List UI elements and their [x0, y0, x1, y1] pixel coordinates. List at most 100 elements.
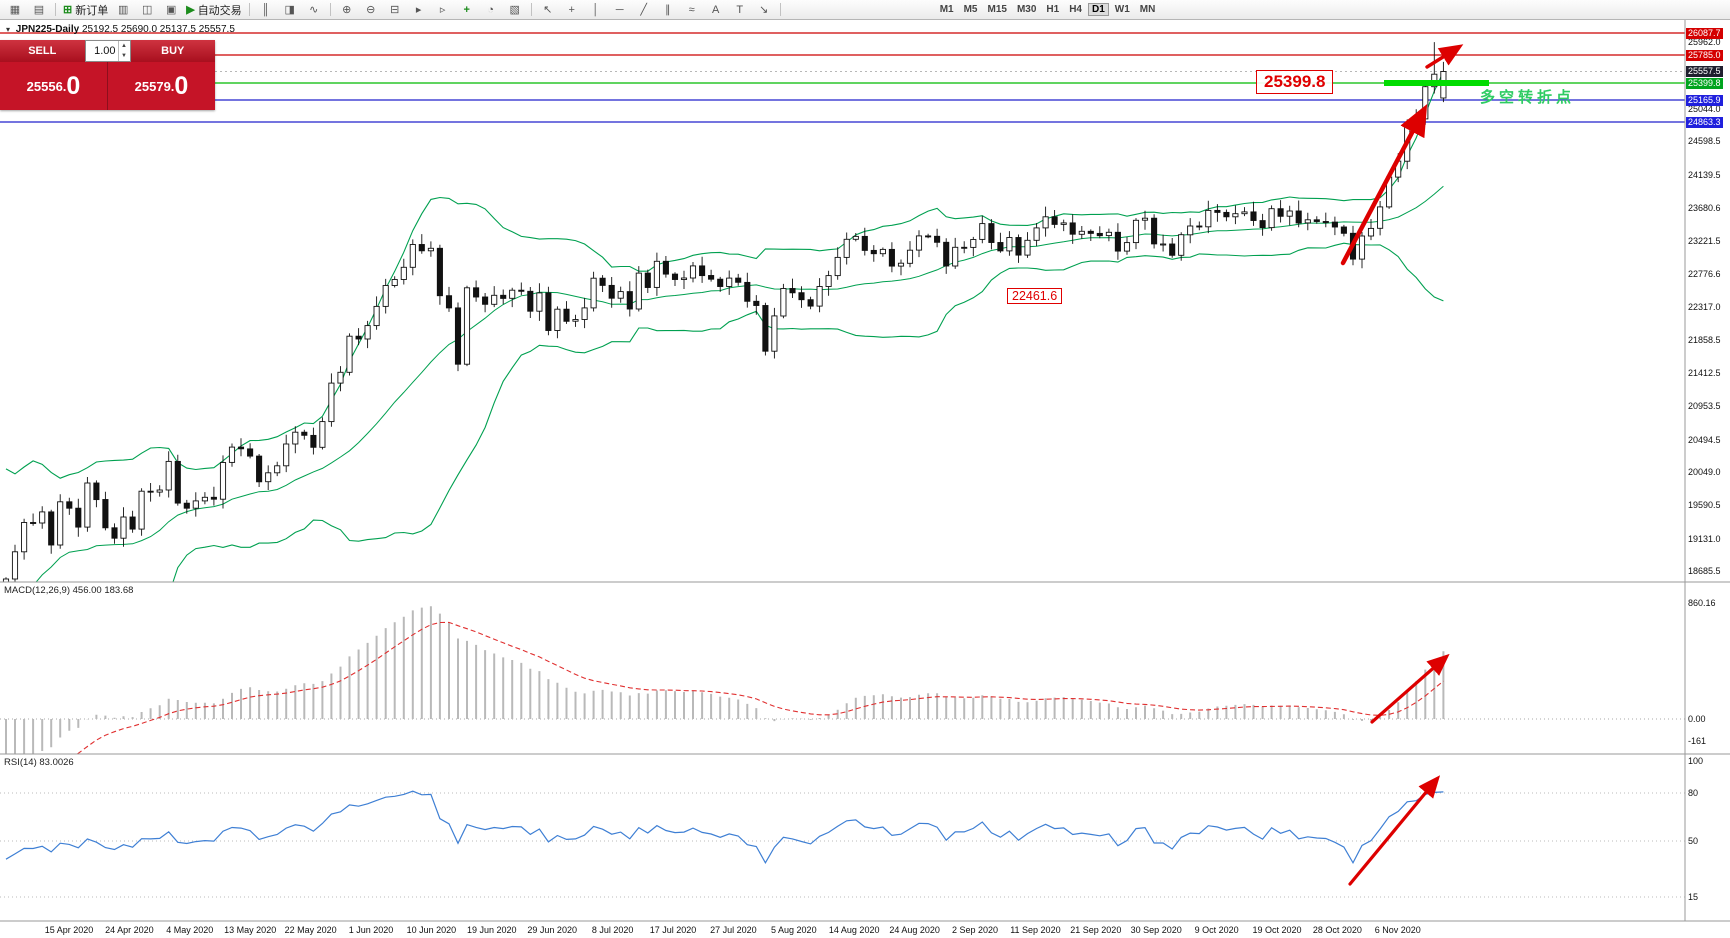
rsi-pane[interactable]: [0, 775, 1685, 898]
macd-tick: 860.16: [1688, 598, 1716, 608]
price-marker: 24863.3: [1686, 116, 1723, 128]
date-label: 6 Nov 2020: [1374, 925, 1421, 935]
tile-windows-icon: ⊟: [390, 4, 400, 16]
rsi-line: [5, 790, 1444, 865]
date-label: 10 Jun 2020: [406, 925, 457, 935]
horizontal-line-button[interactable]: ─: [609, 2, 631, 18]
macd-indicator-label: MACD(12,26,9) 456.00 183.68: [4, 585, 134, 596]
date-label: 22 May 2020: [284, 925, 337, 935]
date-label: 27 Jul 2020: [710, 925, 757, 935]
new-order-button[interactable]: ⊞ 新订单: [61, 2, 110, 18]
candlestick-chart-icon: ◨: [284, 4, 295, 16]
price-tick: 24598.5: [1688, 136, 1721, 147]
date-label: 17 Jul 2020: [649, 925, 697, 935]
label-button[interactable]: T: [729, 2, 751, 18]
date-label: 24 Aug 2020: [889, 925, 940, 935]
macd-tick: 0.00: [1688, 714, 1706, 724]
price-tick: 19131.0: [1688, 533, 1721, 544]
turning-point-text: 多空转折点: [1480, 89, 1576, 106]
navigator-button[interactable]: ◫: [136, 2, 158, 18]
timeframe-m5-button[interactable]: M5: [963, 4, 978, 15]
timeframe-d1-button[interactable]: D1: [1088, 3, 1109, 16]
price-tick: 19590.5: [1688, 500, 1721, 511]
price-tick: 22317.0: [1688, 302, 1721, 313]
date-label: 19 Jun 2020: [467, 925, 517, 935]
zoom-in-icon: ⊕: [342, 4, 352, 16]
price-tick: 20049.0: [1688, 466, 1721, 477]
crosshair-button[interactable]: +: [561, 2, 583, 18]
support-price-label: 22461.6: [1007, 288, 1063, 304]
autotrade-icon: ▶: [186, 4, 195, 16]
macd-histogram: [5, 606, 1445, 754]
timeframe-w1-button[interactable]: W1: [1114, 4, 1130, 15]
templates-button[interactable]: ▧: [504, 2, 526, 18]
market-watch-icon: ▥: [118, 4, 129, 16]
price-tick: 23221.5: [1688, 236, 1721, 247]
indicators-button[interactable]: +: [456, 2, 478, 18]
timeframe-h4-button[interactable]: H4: [1069, 4, 1082, 15]
sell-price-button[interactable]: 25556. 0: [0, 62, 107, 110]
date-label: 11 Sep 2020: [1010, 925, 1061, 935]
buy-button[interactable]: BUY: [130, 40, 215, 62]
autotrade-button[interactable]: ▶ 自动交易: [184, 2, 243, 18]
buy-price-button[interactable]: 25579. 0: [107, 62, 215, 110]
channel-button[interactable]: ∥: [657, 2, 679, 18]
sell-price-big-digit: 0: [66, 71, 81, 100]
cursor-button[interactable]: ↖: [537, 2, 559, 18]
timeframe-m30-button[interactable]: M30: [1016, 4, 1037, 15]
line-chart-button[interactable]: ∿: [303, 2, 325, 18]
fibonacci-button[interactable]: ≈: [681, 2, 703, 18]
symbol-ohlc: 25192.5 25690.0 25137.5 25557.5: [81, 24, 235, 35]
spin-up-icon[interactable]: ▲: [121, 42, 127, 49]
price-tick: 25044.0: [1688, 103, 1721, 114]
price-tick: 21412.5: [1688, 367, 1721, 378]
timeframe-h1-button[interactable]: H1: [1046, 4, 1060, 15]
trendline-button[interactable]: ╱: [633, 2, 655, 18]
price-tick: 21858.5: [1688, 335, 1721, 346]
zoom-out-button[interactable]: ⊖: [360, 2, 382, 18]
collapse-triangle-icon[interactable]: ▾: [6, 25, 11, 34]
timeframe-mn-button[interactable]: MN: [1139, 4, 1156, 15]
price-marker: 25399.8: [1686, 77, 1723, 89]
tile-windows-button[interactable]: ⊟: [384, 2, 406, 18]
rsi-tick: 50: [1688, 836, 1699, 846]
timeframe-m1-button[interactable]: M1: [939, 4, 954, 15]
date-label: 15 Apr 2020: [44, 925, 94, 935]
trendline-icon: ╱: [640, 4, 647, 16]
candlestick-chart-button[interactable]: ◨: [279, 2, 301, 18]
chart-canvas[interactable]: [0, 20, 1730, 938]
templates-icon: ▧: [509, 4, 520, 16]
arrows-button[interactable]: ↘: [753, 2, 775, 18]
zoom-in-button[interactable]: ⊕: [336, 2, 358, 18]
vertical-line-button[interactable]: │: [585, 2, 607, 18]
resistance-price-label: 25399.8: [1256, 70, 1334, 94]
bollinger-middle-band: [35, 185, 1444, 582]
cursor-icon: ↖: [543, 4, 553, 16]
bar-chart-button[interactable]: ║: [255, 2, 277, 18]
fibonacci-icon: ≈: [688, 3, 695, 16]
macd-pane[interactable]: [0, 606, 1685, 804]
price-tick: 25962.0: [1688, 37, 1721, 48]
spin-down-icon[interactable]: ▼: [121, 52, 127, 59]
chart-shift-button[interactable]: ▹: [432, 2, 454, 18]
volume-value[interactable]: 1.00: [94, 45, 116, 57]
text-button[interactable]: A: [705, 2, 727, 18]
one-click-trading-panel: SELL 1.00 ▲ ▼ BUY 25556. 0 25579. 0: [0, 40, 215, 110]
periods-button[interactable]: ◔: [480, 2, 502, 18]
auto-scroll-button[interactable]: ▸: [408, 2, 430, 18]
terminal-button[interactable]: ▣: [160, 2, 182, 18]
market-watch-button[interactable]: ▥: [112, 2, 134, 18]
chart-profiles-icon: ▤: [33, 4, 45, 16]
volume-stepper[interactable]: ▲ ▼: [117, 41, 130, 61]
price-marker: 25557.5: [1686, 66, 1723, 77]
price-marker: 26087.7: [1686, 27, 1723, 39]
price-tick: 18685.5: [1688, 566, 1721, 576]
new-chart-button[interactable]: ▦: [4, 2, 26, 18]
volume-input[interactable]: 1.00 ▲ ▼: [84, 40, 131, 62]
price-tick: 23680.6: [1688, 203, 1721, 213]
sell-button[interactable]: SELL: [0, 40, 85, 62]
new-order-icon: ⊞: [63, 4, 73, 16]
price-pane[interactable]: [0, 32, 1685, 719]
timeframe-m15-button[interactable]: M15: [987, 4, 1007, 15]
chart-profiles-button[interactable]: ▤: [28, 2, 50, 18]
